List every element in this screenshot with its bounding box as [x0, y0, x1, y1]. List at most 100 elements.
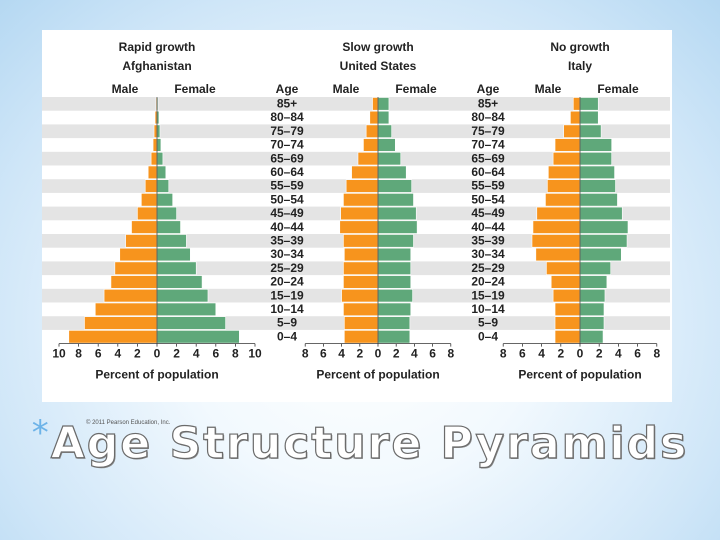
female-bar [156, 261, 197, 275]
pyramid-growth-label: Slow growth [342, 40, 413, 54]
female-bar [377, 165, 407, 179]
x-tick-label: 4 [538, 347, 545, 361]
male-bar [131, 220, 158, 234]
age-group-label: 10–14 [471, 302, 505, 316]
age-group-label: 35–39 [270, 234, 304, 248]
female-bar [579, 275, 608, 289]
x-tick-label: 6 [429, 347, 436, 361]
male-bar [552, 152, 581, 166]
age-group-label: 5–9 [478, 316, 498, 330]
female-bar [579, 206, 623, 221]
male-bar [546, 261, 581, 275]
x-tick-label: 4 [615, 347, 622, 361]
female-bar [377, 234, 414, 248]
age-group-label: 60–64 [270, 165, 304, 179]
x-tick-label: 8 [653, 347, 660, 361]
female-bar [156, 234, 187, 248]
male-bar [343, 302, 379, 316]
female-bar [156, 165, 167, 179]
male-column-label: Male [112, 82, 139, 96]
age-group-label: 75–79 [471, 124, 505, 138]
male-column-label: Male [535, 82, 562, 96]
male-bar [572, 97, 581, 111]
female-bar [579, 247, 622, 262]
female-column-label: Female [597, 82, 639, 96]
pyramid-growth-label: Rapid growth [119, 40, 196, 54]
female-bar [579, 179, 616, 193]
pyramid-country-label: United States [340, 59, 417, 73]
x-tick-label: 4 [411, 347, 418, 361]
age-group-label: 45–49 [270, 206, 304, 220]
female-bar [156, 288, 209, 303]
x-tick-label: 10 [248, 347, 262, 361]
male-bar [68, 330, 158, 344]
age-group-label: 40–44 [270, 220, 304, 234]
x-tick-label: 6 [634, 347, 641, 361]
age-group-label: 20–24 [471, 275, 505, 289]
x-axis-title: Percent of population [316, 368, 439, 382]
female-bar [579, 288, 606, 303]
pyramid-growth-label: No growth [550, 40, 609, 54]
x-tick-label: 4 [338, 347, 345, 361]
male-bar [532, 220, 581, 234]
age-group-label: 35–39 [471, 234, 505, 248]
age-column-header: Age [276, 82, 299, 96]
age-band [42, 97, 670, 111]
female-bar [579, 316, 605, 330]
age-group-label: 0–4 [478, 329, 498, 343]
male-bar [369, 110, 379, 125]
x-axis-title: Percent of population [95, 368, 218, 382]
x-tick-label: 6 [519, 347, 526, 361]
female-bar [579, 330, 604, 344]
x-tick-label: 6 [95, 347, 102, 361]
age-group-label: 20–24 [270, 275, 304, 289]
age-group-label: 85+ [277, 97, 297, 111]
slide-title-text: Age Structure Pyramids [50, 417, 689, 469]
age-group-label: 25–29 [270, 261, 304, 275]
female-bar [156, 316, 226, 330]
age-pyramids-figure: Rapid growth Afghanistan Male Female 10 8 6 4 2 0… [42, 30, 672, 426]
female-bar [377, 193, 414, 207]
male-bar [344, 247, 379, 262]
female-bar [377, 302, 412, 316]
age-group-label: 70–74 [270, 138, 304, 152]
age-group-label: 0–4 [277, 329, 297, 343]
female-column-label: Female [174, 82, 216, 96]
x-tick-label: 2 [557, 347, 564, 361]
age-band [42, 124, 670, 139]
male-bar [147, 165, 158, 179]
female-bar [579, 110, 599, 125]
male-bar [137, 206, 158, 221]
age-group-label: 55–59 [270, 179, 304, 193]
male-bar [103, 288, 158, 303]
female-bar [377, 220, 418, 234]
age-group-label: 15–19 [471, 288, 505, 302]
male-bar [554, 302, 581, 316]
x-axis-title: Percent of population [518, 368, 641, 382]
female-bar [377, 124, 392, 138]
male-bar [343, 275, 379, 289]
male-bar [114, 261, 158, 275]
age-group-label: 15–19 [270, 288, 304, 302]
female-bar [377, 247, 412, 262]
x-tick-label: 0 [577, 347, 584, 361]
male-bar [119, 247, 158, 262]
age-group-label: 55–59 [471, 179, 505, 193]
age-band [42, 151, 670, 166]
male-bar [536, 206, 581, 221]
female-bar [377, 97, 390, 111]
male-bar [344, 316, 379, 330]
age-column-header: Age [477, 82, 500, 96]
male-bar [554, 138, 581, 152]
x-tick-label: 8 [75, 347, 82, 361]
age-group-label: 80–84 [471, 110, 505, 124]
male-bar [531, 234, 581, 248]
male-bar [94, 302, 158, 316]
male-bar [144, 179, 158, 193]
female-bar [156, 247, 191, 262]
female-bar [156, 275, 203, 289]
age-group-label: 50–54 [471, 192, 505, 206]
female-bar [579, 97, 599, 111]
male-bar [570, 110, 581, 125]
female-bar [156, 124, 161, 138]
